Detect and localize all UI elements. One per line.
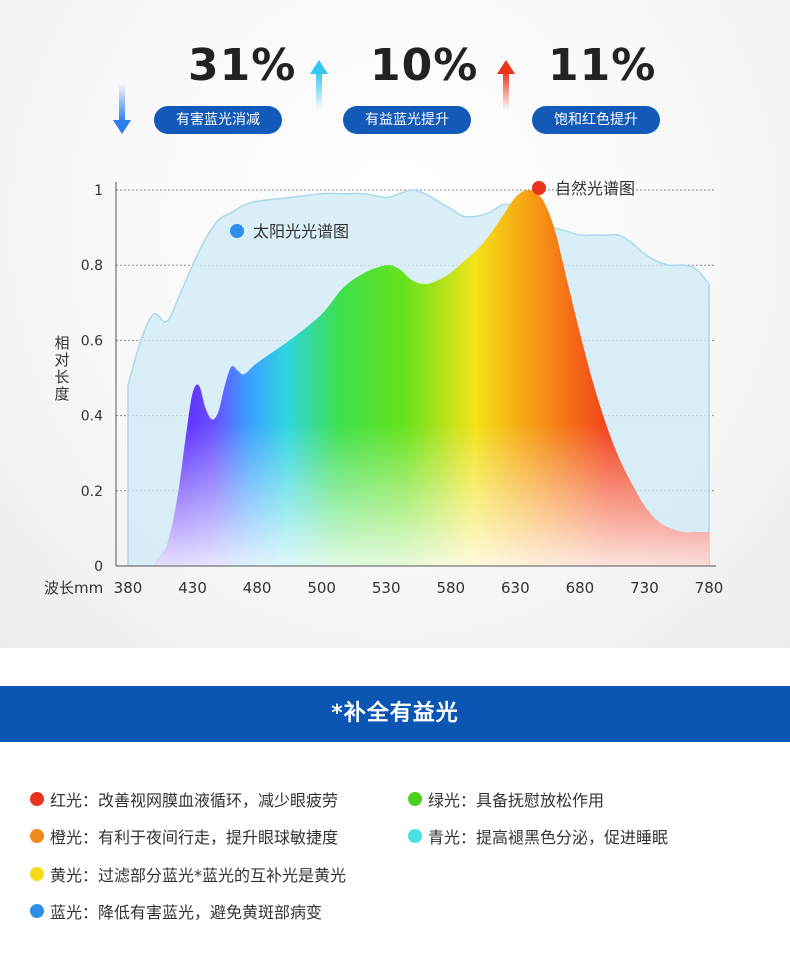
arrow-up-icon [310,60,328,110]
blue-dot-icon [30,904,44,918]
legend-text: 青光：提高褪黑色分泌，促进睡眠 [428,828,669,847]
natural-spectrum-fade [153,190,710,566]
svg-text:度: 度 [54,385,69,403]
legend-text: 红光：改善视网膜血液循环，减少眼疲劳 [50,791,339,810]
x-tick-label: 730 [630,579,659,597]
yellow-dot-icon [30,867,44,881]
spectrum-chart: 0 0.2 0.4 0.6 0.8 1 380 430 480 500 530 580 630 680 7… [44,179,724,597]
legend-text: 绿光：具备抚慰放松作用 [428,791,605,810]
arrow-down-icon [113,84,131,134]
x-axis-label: 波长mm [44,579,103,597]
stat-label: 有益蓝光提升 [343,106,471,134]
legend-item-green: 绿光：具备抚慰放松作用 [408,788,604,810]
y-tick-label: 0 [94,559,103,575]
x-tick-label: 530 [372,579,401,597]
orange-dot-icon [30,829,44,843]
legend-item-cyan: 青光：提高褪黑色分泌，促进睡眠 [408,825,668,847]
y-tick-label: 0.6 [81,333,103,349]
legend-text: 蓝光：降低有害蓝光，避免黄斑部病变 [50,903,323,922]
y-tick-label: 1 [94,183,103,199]
stat-value: 11% [548,40,657,91]
svg-text:长: 长 [54,368,69,386]
red-dot-icon [30,792,44,806]
y-tick-label: 0.4 [81,409,103,425]
legend-item-yellow: 黄光：过滤部分蓝光*蓝光的互补光是黄光 [30,863,346,885]
legend-text: 橙光：有利于夜间行走，提升眼球敏捷度 [50,828,339,847]
svg-text:对: 对 [54,351,69,369]
sunlight-series-label: 太阳光光谱图 [253,222,349,241]
stat-label: 有害蓝光消减 [154,106,282,134]
x-tick-label: 500 [307,579,336,597]
legend-item-orange: 橙光：有利于夜间行走，提升眼球敏捷度 [30,825,338,847]
natural-series-label: 自然光谱图 [555,179,635,198]
stat-value: 31% [188,40,297,91]
legend-item-blue: 蓝光：降低有害蓝光，避免黄斑部病变 [30,900,322,922]
x-tick-label: 430 [178,579,207,597]
x-tick-label: 630 [501,579,530,597]
cyan-dot-icon [408,829,422,843]
sunlight-series-marker [230,224,244,238]
svg-text:相: 相 [54,334,69,352]
stat-label: 饱和红色提升 [532,106,660,134]
green-dot-icon [408,792,422,806]
natural-series-marker [532,181,546,195]
x-tick-label: 780 [695,579,724,597]
legend-text: 黄光：过滤部分蓝光*蓝光的互补光是黄光 [50,866,347,885]
x-tick-label: 680 [566,579,595,597]
stat-value: 10% [370,40,479,91]
y-tick-label: 0.8 [81,258,103,274]
x-tick-label: 380 [114,579,143,597]
legend-item-red: 红光：改善视网膜血液循环，减少眼疲劳 [30,788,338,810]
x-tick-label: 580 [436,579,465,597]
arrow-up-icon [497,60,515,110]
banner-title: *补全有益光 [0,686,790,742]
y-tick-label: 0.2 [81,484,103,500]
x-tick-label: 480 [243,579,272,597]
